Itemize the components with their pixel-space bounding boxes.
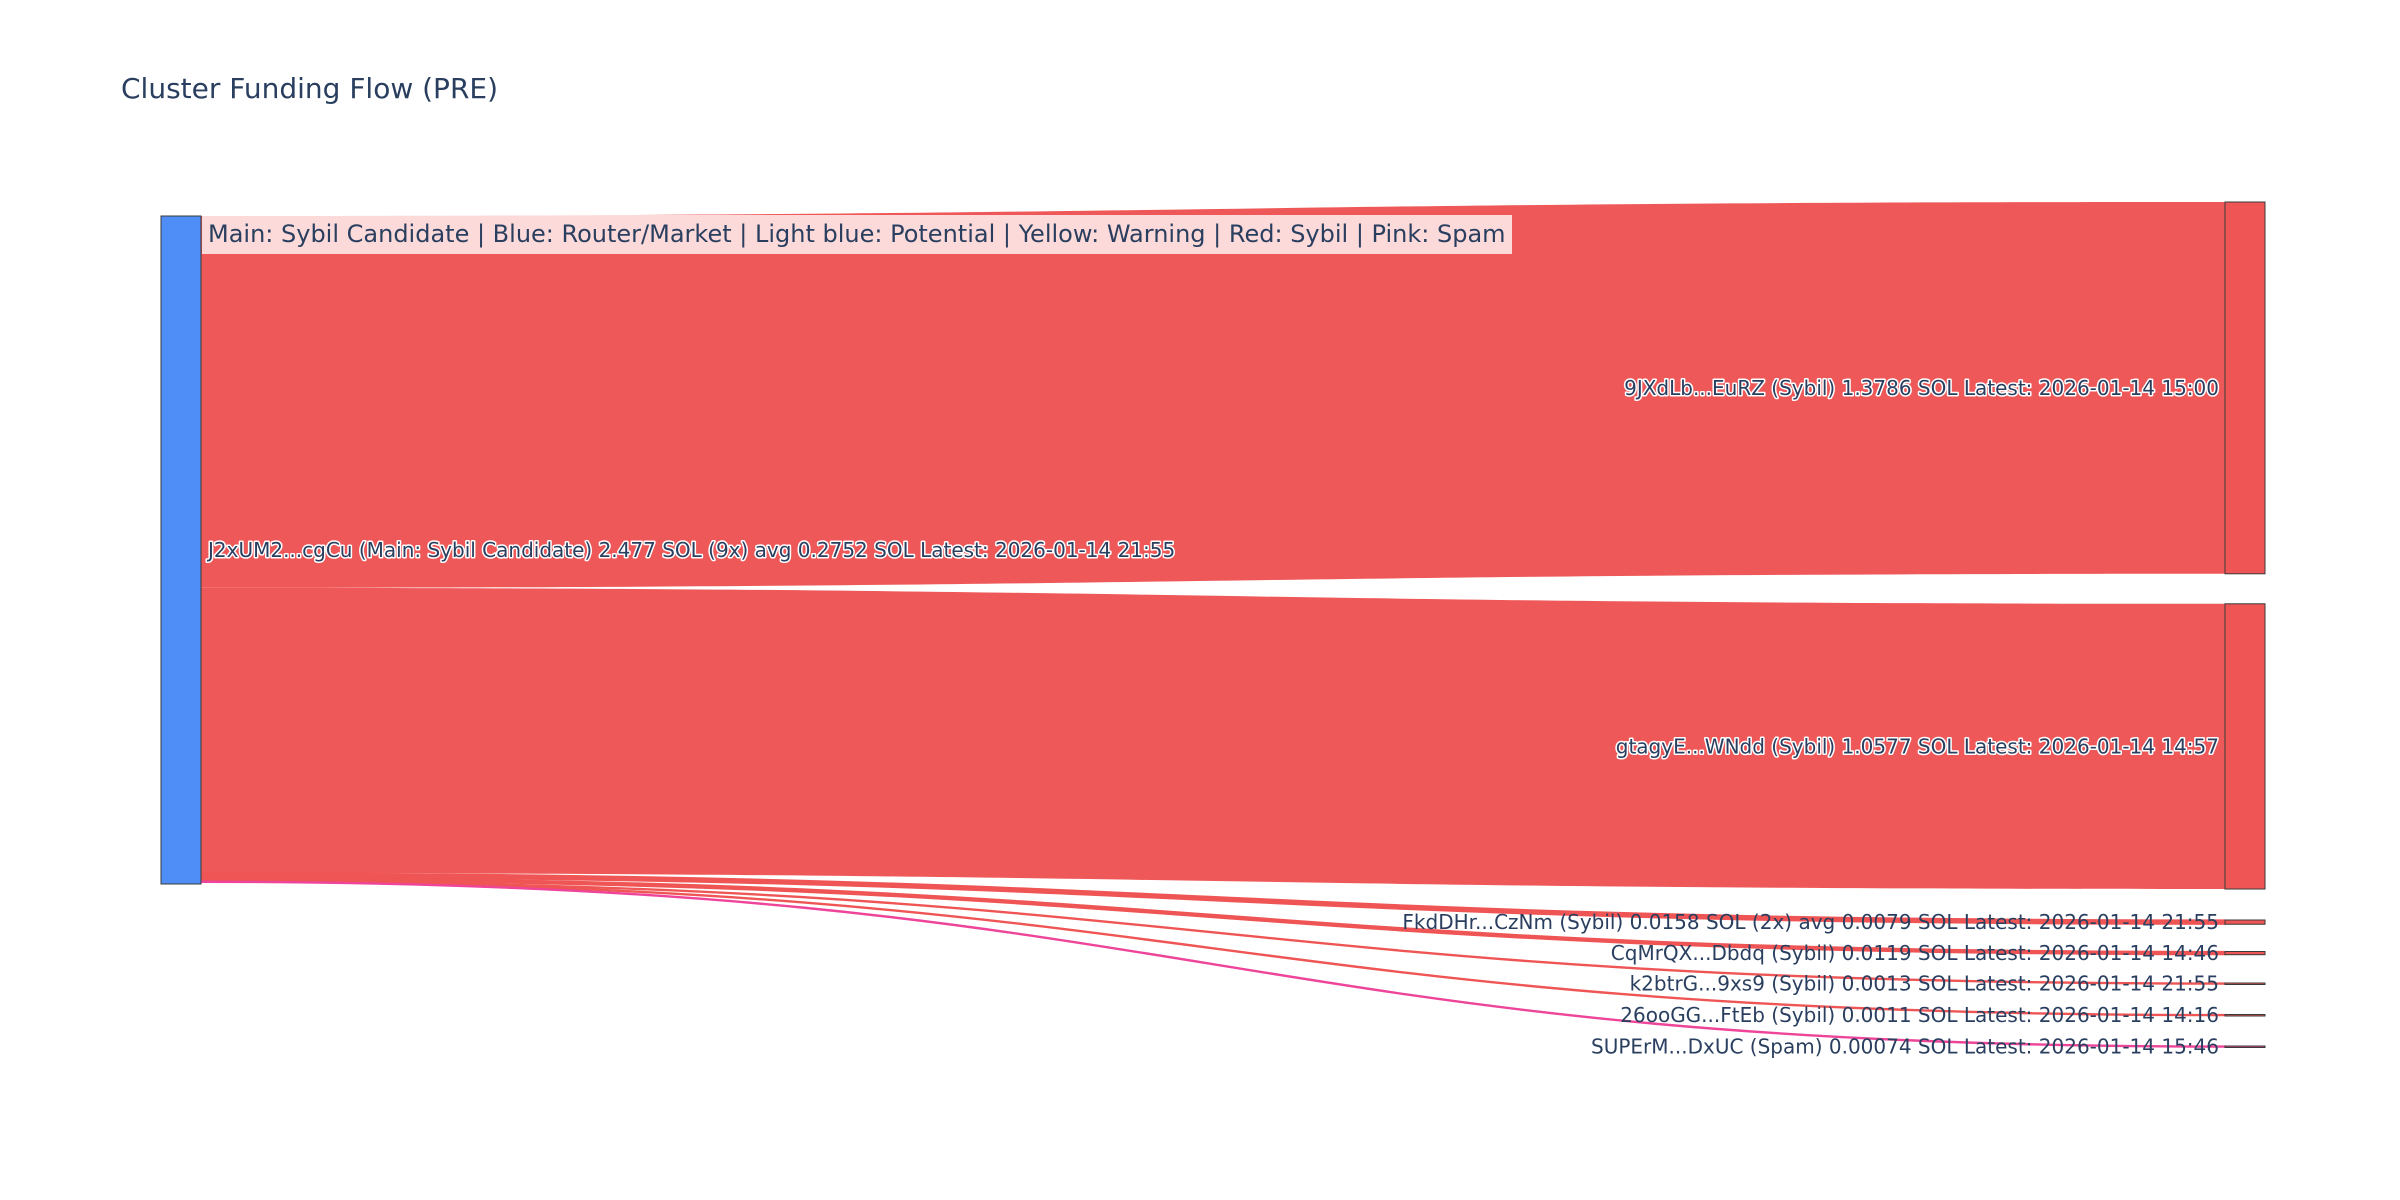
target-node-label-7: SUPErM...DxUC (Spam) 0.00074 SOL Latest:… [1591, 1035, 2219, 1059]
target-node-label-1: 9JXdLb...EuRZ (Sybil) 1.3786 SOL Latest:… [1624, 376, 2219, 400]
chart-title: Cluster Funding Flow (PRE) [121, 72, 499, 105]
target-node-3[interactable] [2224, 919, 2266, 925]
source-node-label: J2xUM2...cgCu (Main: Sybil Candidate) 2.… [206, 538, 1175, 562]
legend-annotation: Main: Sybil Candidate | Blue: Router/Mar… [202, 215, 1512, 254]
target-node-label-5: k2btrG...9xs9 (Sybil) 0.0013 SOL Latest:… [1630, 972, 2219, 996]
target-node-4[interactable] [2224, 951, 2266, 956]
target-node-label-2: gtagyE...WNdd (Sybil) 1.0577 SOL Latest:… [1616, 734, 2219, 758]
flow-link-2 [201, 587, 2225, 890]
target-node-1[interactable] [2224, 201, 2266, 575]
target-node-label-6: 26ooGG...FtEb (Sybil) 0.0011 SOL Latest:… [1620, 1003, 2219, 1027]
target-node-label-4: CqMrQX...Dbdq (Sybil) 0.0119 SOL Latest:… [1611, 941, 2219, 965]
target-node-5[interactable] [2224, 982, 2266, 985]
target-node-6[interactable] [2224, 1014, 2266, 1017]
node-group [160, 201, 2266, 1048]
target-node-label-3: FkdDHr...CzNm (Sybil) 0.0158 SOL (2x) av… [1402, 910, 2219, 934]
target-node-2[interactable] [2224, 603, 2266, 890]
source-node[interactable] [160, 215, 202, 885]
flow-link-1 [201, 202, 2225, 588]
label-group: J2xUM2...cgCu (Main: Sybil Candidate) 2.… [205, 374, 2221, 1059]
target-node-7[interactable] [2224, 1045, 2266, 1048]
